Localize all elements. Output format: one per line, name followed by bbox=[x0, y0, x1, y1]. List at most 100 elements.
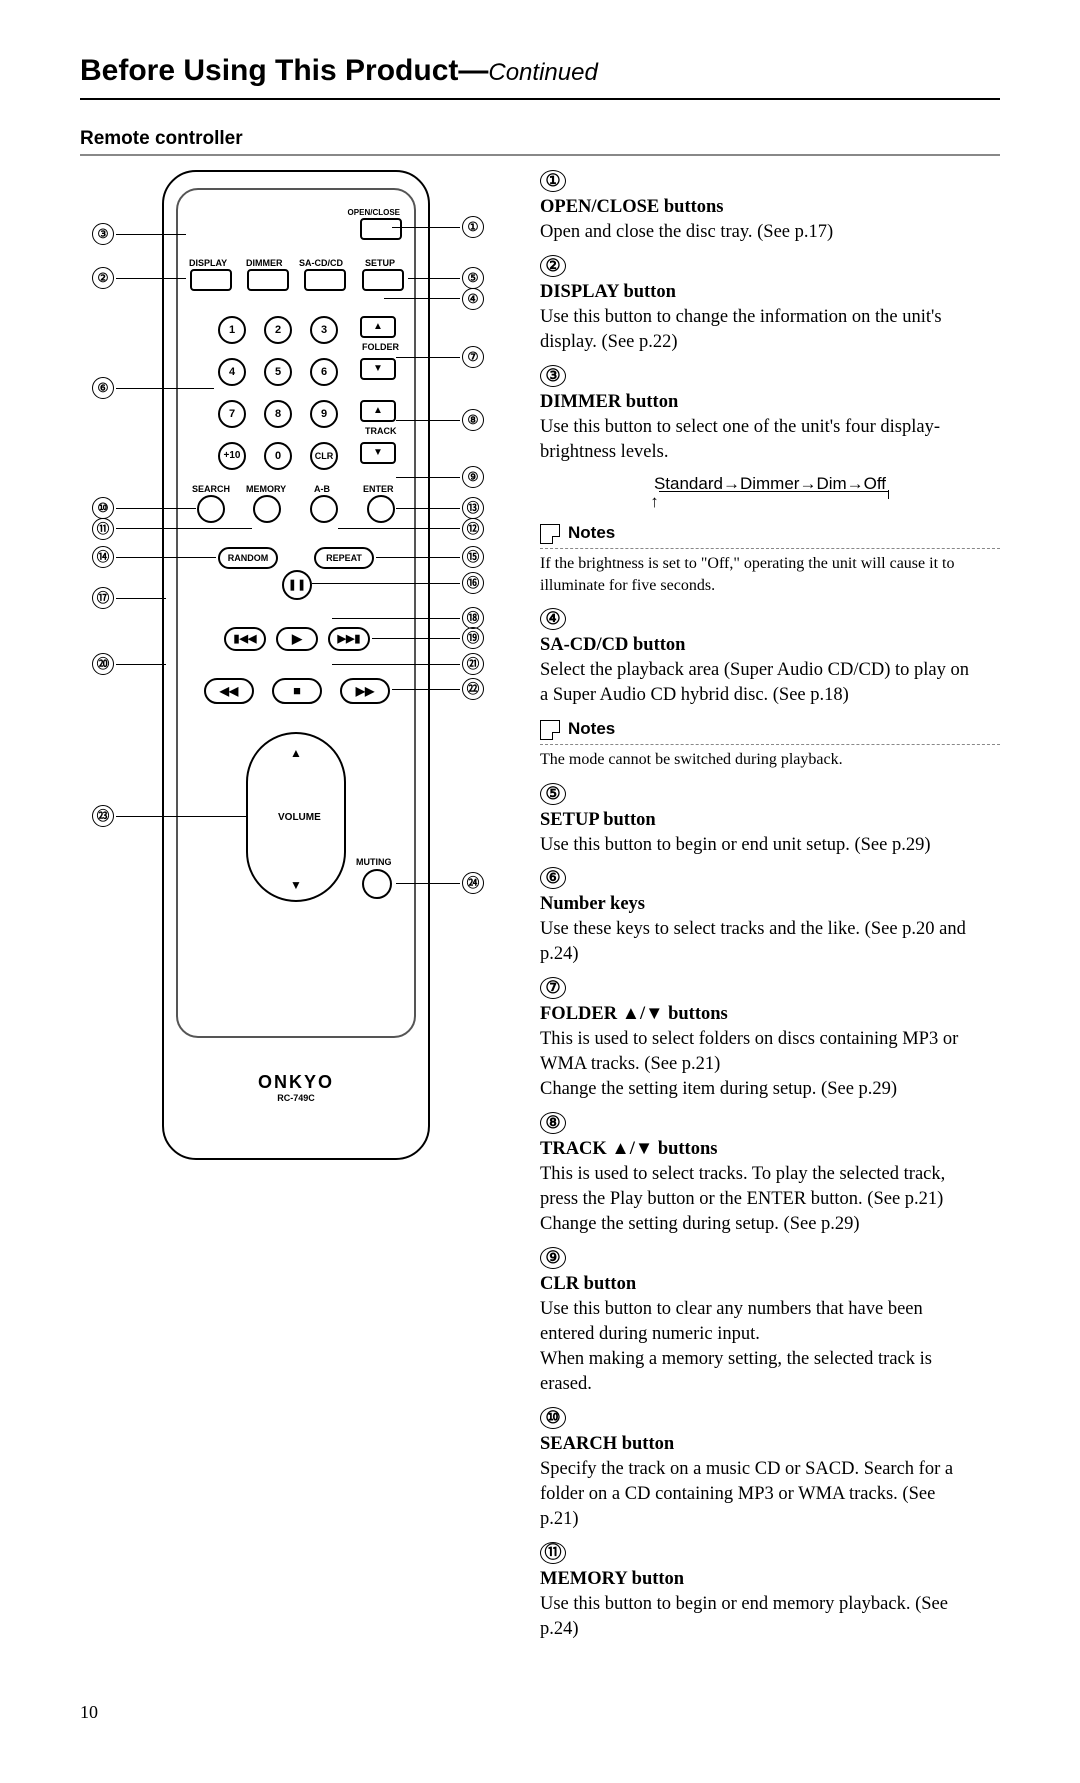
item-desc-8: This is used to select tracks. To play t… bbox=[540, 1164, 945, 1234]
item-desc-5: Use this button to begin or end unit set… bbox=[540, 835, 931, 855]
description-column: ① OPEN/CLOSE buttons Open and close the … bbox=[540, 170, 1000, 1652]
item-num-9: ⑨ bbox=[540, 1247, 566, 1269]
memory-button[interactable] bbox=[253, 495, 281, 523]
folder-down-button[interactable]: ▼ bbox=[360, 358, 396, 380]
ffwd-button[interactable]: ▶▶ bbox=[340, 678, 390, 704]
callout-4: ④ bbox=[462, 288, 484, 310]
item-num-3: ③ bbox=[540, 365, 566, 387]
ab-button[interactable] bbox=[310, 495, 338, 523]
item-head-8: TRACK ▲/▼ buttons bbox=[540, 1139, 717, 1159]
num-0[interactable]: 0 bbox=[264, 442, 292, 470]
num-plus10[interactable]: +10 bbox=[218, 442, 246, 470]
item-num-5: ⑤ bbox=[540, 783, 566, 805]
item-desc-10: Specify the track on a music CD or SACD.… bbox=[540, 1459, 953, 1529]
item-head-10: SEARCH button bbox=[540, 1434, 674, 1454]
notes-dimmer-text: If the brightness is set to "Off," opera… bbox=[540, 553, 1000, 596]
display-label: DISPLAY bbox=[189, 258, 227, 268]
next-track-button[interactable]: ▶▶▮ bbox=[328, 627, 370, 651]
title-continued: Continued bbox=[488, 59, 597, 87]
item-head-3: DIMMER button bbox=[540, 392, 678, 412]
item-desc-4: Select the playback area (Super Audio CD… bbox=[540, 660, 969, 705]
callout-3: ③ bbox=[92, 223, 114, 245]
callout-20: ⑳ bbox=[92, 653, 114, 675]
muting-label: MUTING bbox=[356, 857, 392, 867]
memory-label: MEMORY bbox=[246, 484, 286, 494]
notes-label-2: Notes bbox=[568, 718, 615, 741]
num-2[interactable]: 2 bbox=[264, 316, 292, 344]
track-up-button[interactable]: ▲ bbox=[360, 400, 396, 422]
callout-19: ⑲ bbox=[462, 627, 484, 649]
item-dimmer: ③ DIMMER button Use this button to selec… bbox=[540, 365, 1000, 465]
num-3[interactable]: 3 bbox=[310, 316, 338, 344]
clr-button[interactable]: CLR bbox=[310, 442, 338, 470]
dimmer-label: DIMMER bbox=[246, 258, 283, 268]
search-button[interactable] bbox=[197, 495, 225, 523]
subheading: Remote controller bbox=[80, 128, 1000, 156]
pause-button[interactable]: ❚❚ bbox=[282, 570, 312, 600]
item-num-10: ⑩ bbox=[540, 1407, 566, 1429]
dimmer-cycle-up: ↑ bbox=[650, 493, 659, 512]
num-4[interactable]: 4 bbox=[218, 358, 246, 386]
num-6[interactable]: 6 bbox=[310, 358, 338, 386]
page-title: Before Using This Product — Continued bbox=[80, 54, 1000, 100]
notes-icon bbox=[540, 524, 560, 544]
repeat-button[interactable]: REPEAT bbox=[314, 547, 374, 569]
volume-up-icon: ▲ bbox=[290, 746, 302, 760]
open-close-label: OPEN/CLOSE bbox=[348, 208, 400, 217]
num-7[interactable]: 7 bbox=[218, 400, 246, 428]
item-head-5: SETUP button bbox=[540, 810, 656, 830]
dimmer-cycle-text: Standard→Dimmer→Dim→Off bbox=[654, 474, 886, 493]
setup-label: SETUP bbox=[365, 258, 395, 268]
callout-24: ㉔ bbox=[462, 872, 484, 894]
item-track: ⑧ TRACK ▲/▼ buttons This is used to sele… bbox=[540, 1112, 1000, 1237]
rewind-button[interactable]: ◀◀ bbox=[204, 678, 254, 704]
callout-10: ⑩ bbox=[92, 497, 114, 519]
remote-outline: OPEN/CLOSE DISPLAY DIMMER SA-CD/CD SETUP… bbox=[162, 170, 430, 1160]
num-5[interactable]: 5 bbox=[264, 358, 292, 386]
item-num-2: ② bbox=[540, 255, 566, 277]
callout-12: ⑫ bbox=[462, 518, 484, 540]
item-head-2: DISPLAY button bbox=[540, 282, 676, 302]
play-button[interactable]: ▶ bbox=[276, 627, 318, 651]
dimmer-cycle-diagram: Standard→Dimmer→Dim→Off ↑ bbox=[540, 475, 1000, 512]
num-9[interactable]: 9 bbox=[310, 400, 338, 428]
item-number-keys: ⑥ Number keys Use these keys to select t… bbox=[540, 867, 1000, 967]
item-search: ⑩ SEARCH button Specify the track on a m… bbox=[540, 1407, 1000, 1532]
item-desc-1: Open and close the disc tray. (See p.17) bbox=[540, 222, 833, 242]
sacdcd-button[interactable] bbox=[304, 269, 346, 291]
item-desc-3: Use this button to select one of the uni… bbox=[540, 417, 940, 462]
callout-14: ⑭ bbox=[92, 546, 114, 568]
random-button[interactable]: RANDOM bbox=[218, 547, 278, 569]
notes-label-1: Notes bbox=[568, 522, 615, 545]
volume-label: VOLUME bbox=[278, 812, 321, 823]
item-memory: ⑪ MEMORY button Use this button to begin… bbox=[540, 1542, 1000, 1642]
notes-rule-1 bbox=[540, 548, 1000, 549]
notes-icon-2 bbox=[540, 720, 560, 740]
callout-7: ⑦ bbox=[462, 346, 484, 368]
callout-15: ⑮ bbox=[462, 546, 484, 568]
enter-button[interactable] bbox=[367, 495, 395, 523]
muting-button[interactable] bbox=[362, 869, 392, 899]
item-open-close: ① OPEN/CLOSE buttons Open and close the … bbox=[540, 170, 1000, 245]
volume-down-icon: ▼ bbox=[290, 878, 302, 892]
item-desc-6: Use these keys to select tracks and the … bbox=[540, 919, 966, 964]
item-desc-9: Use this button to clear any numbers tha… bbox=[540, 1299, 932, 1394]
stop-button[interactable]: ■ bbox=[272, 678, 322, 704]
folder-up-button[interactable]: ▲ bbox=[360, 316, 396, 338]
ab-label: A-B bbox=[314, 484, 330, 494]
prev-track-button[interactable]: ▮◀◀ bbox=[224, 627, 266, 651]
notes-sacd-text: The mode cannot be switched during playb… bbox=[540, 749, 1000, 771]
display-button[interactable] bbox=[190, 269, 232, 291]
open-close-button[interactable] bbox=[360, 218, 402, 240]
callout-22: ㉒ bbox=[462, 678, 484, 700]
num-1[interactable]: 1 bbox=[218, 316, 246, 344]
notes-sacd-header: Notes bbox=[540, 718, 1000, 741]
track-down-button[interactable]: ▼ bbox=[360, 442, 396, 464]
callout-6: ⑥ bbox=[92, 377, 114, 399]
callout-18: ⑱ bbox=[462, 607, 484, 629]
dimmer-button[interactable] bbox=[247, 269, 289, 291]
item-desc-7: This is used to select folders on discs … bbox=[540, 1029, 958, 1099]
num-8[interactable]: 8 bbox=[264, 400, 292, 428]
setup-button[interactable] bbox=[362, 269, 404, 291]
item-setup: ⑤ SETUP button Use this button to begin … bbox=[540, 783, 1000, 858]
